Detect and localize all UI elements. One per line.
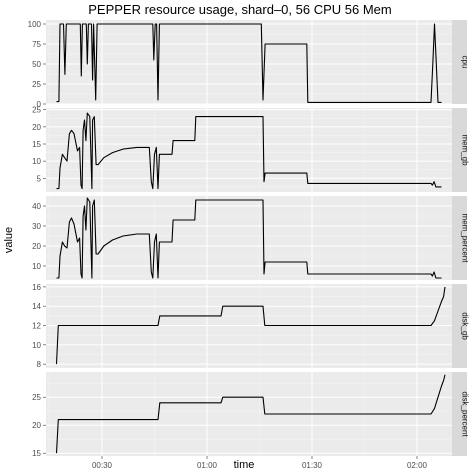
- y-tick-label: 10: [32, 262, 41, 271]
- panel-background: [46, 20, 452, 104]
- facet-panels: 0255075100cpu510152025mem_gb10203040mem_…: [28, 20, 470, 470]
- series-line-mem-percent: [56, 197, 442, 279]
- y-tick-label: 100: [28, 20, 42, 29]
- chart-title: PEPPER resource usage, shard–0, 56 CPU 5…: [88, 2, 391, 17]
- y-tick-label: 75: [32, 40, 41, 49]
- y-axis-label: value: [3, 227, 15, 253]
- facet-label: cpu: [461, 56, 470, 69]
- y-tick-label: 16: [32, 283, 41, 292]
- x-tick-label: 00:30: [92, 461, 113, 470]
- facet-strip: [452, 108, 467, 192]
- facet-cpu: 0 25 50 75 100 cpu: [28, 20, 470, 109]
- facet-strip: [452, 372, 467, 456]
- facet-disk-gb: 8 10 12 14 16 disk_gb: [32, 283, 469, 369]
- y-tick-label: 50: [32, 60, 41, 69]
- y-tick-label: 30: [32, 222, 41, 231]
- facet-strip: [452, 284, 467, 368]
- y-tick-label: 20: [32, 421, 41, 430]
- facet-label: mem_gb: [461, 134, 470, 166]
- y-tick-label: 8: [37, 360, 42, 369]
- facet-mem-percent: 10 20 30 40 mem_percent: [32, 196, 470, 280]
- y-tick-label: 20: [32, 242, 41, 251]
- series-line-cpu: [56, 23, 442, 103]
- y-tick-label: 14: [32, 302, 41, 311]
- series-line-disk-percent: [55, 374, 446, 454]
- facet-label: disk_gb: [461, 312, 470, 340]
- y-tick-label: 15: [32, 449, 41, 458]
- y-tick-label: 40: [32, 202, 41, 211]
- y-tick-label: 12: [32, 322, 41, 331]
- y-tick-label: 10: [32, 341, 41, 350]
- x-axis-label: time: [234, 459, 255, 471]
- panel-background: [46, 196, 452, 280]
- y-tick-label: 25: [32, 106, 41, 115]
- facet-strip: [452, 20, 467, 104]
- y-tick-label: 25: [32, 393, 41, 402]
- series-line-mem-gb: [56, 112, 442, 190]
- x-tick-label: 02:00: [407, 461, 428, 470]
- facet-label: disk_percent: [461, 391, 470, 437]
- panel-background: [46, 108, 452, 192]
- facet-label: mem_percent: [461, 214, 470, 264]
- y-tick-label: 20: [32, 123, 41, 132]
- facet-mem-gb: 5 10 15 20 25 mem_gb: [32, 106, 470, 192]
- facet-disk-percent: 15 20 25 disk_percent: [32, 372, 470, 458]
- y-tick-label: 5: [37, 174, 42, 183]
- y-tick-label: 15: [32, 140, 41, 149]
- y-tick-label: 0: [37, 100, 42, 109]
- x-tick-label: 01:30: [302, 461, 323, 470]
- y-tick-label: 25: [32, 80, 41, 89]
- y-tick-label: 10: [32, 157, 41, 166]
- series-line-disk-gb: [55, 286, 446, 365]
- facet-strip: [452, 196, 467, 280]
- x-tick-label: 01:00: [197, 461, 218, 470]
